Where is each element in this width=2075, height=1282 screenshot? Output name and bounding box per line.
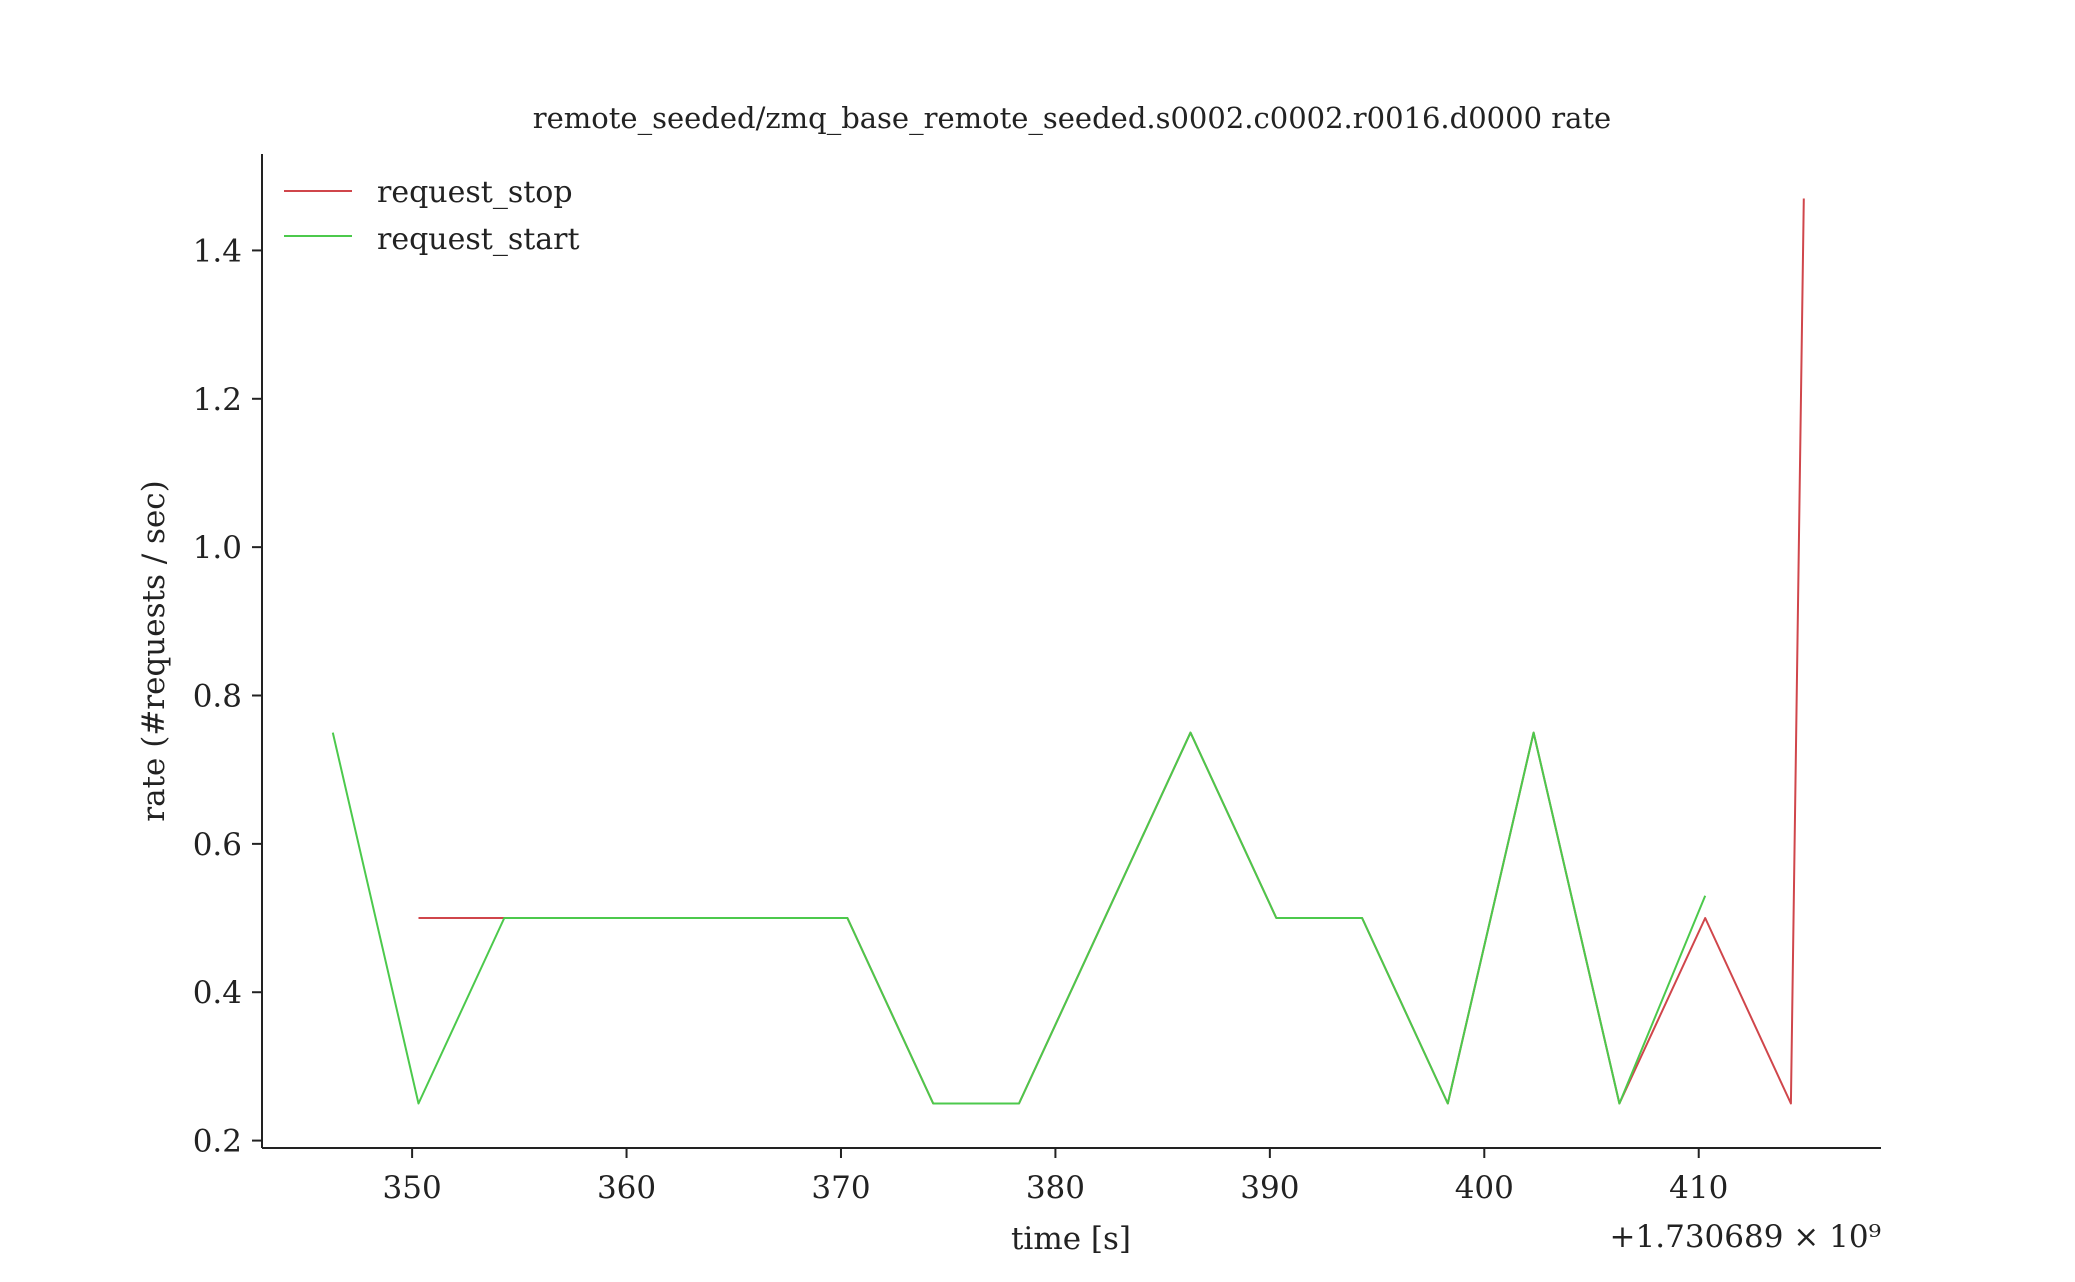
x-axis-offset-label: +1.730689 × 10⁹ [1610, 1219, 1881, 1255]
plot-area: 0.2 0.4 0.6 0.8 1.0 1.2 1.4 350 360 370 380 390 400… [193, 154, 1881, 1206]
y-tick-label: 0.8 [193, 679, 242, 715]
y-tick-label: 1.4 [193, 233, 242, 269]
legend-label-request-start: request_start [377, 222, 580, 257]
x-tick-label: 400 [1455, 1170, 1514, 1206]
x-tick-label: 390 [1240, 1170, 1299, 1206]
y-tick-label: 0.6 [193, 827, 242, 863]
y-axis-ticks: 0.2 0.4 0.6 0.8 1.0 1.2 1.4 [193, 233, 262, 1160]
y-axis-label: rate (#requests / sec) [136, 480, 172, 821]
legend: request_stop request_start [284, 175, 580, 257]
x-tick-label: 360 [597, 1170, 656, 1206]
x-axis-label: time [s] [1011, 1221, 1131, 1257]
series-line-request-start [331, 731, 1707, 1105]
x-tick-label: 350 [383, 1170, 442, 1206]
chart-title: remote_seeded/zmq_base_remote_seeded.s00… [533, 101, 1611, 136]
y-tick-label: 1.0 [193, 530, 242, 566]
legend-label-request-stop: request_stop [377, 175, 573, 210]
x-axis-ticks: 350 360 370 380 390 400 410 [383, 1148, 1728, 1206]
x-tick-label: 380 [1026, 1170, 1085, 1206]
series-layer [331, 198, 1805, 1105]
y-tick-label: 1.2 [193, 382, 242, 418]
series-line-request-stop [418, 198, 1805, 1105]
y-tick-label: 0.2 [193, 1124, 242, 1160]
x-tick-label: 410 [1669, 1170, 1728, 1206]
y-tick-label: 0.4 [193, 975, 242, 1011]
x-tick-label: 370 [811, 1170, 870, 1206]
